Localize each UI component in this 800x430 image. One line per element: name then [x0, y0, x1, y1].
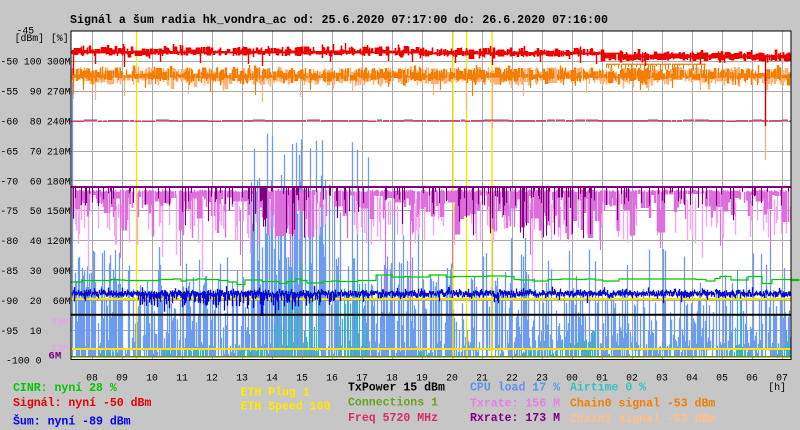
svg-text:50: 50: [30, 206, 42, 217]
svg-text:39M: 39M: [51, 317, 69, 328]
svg-text:80: 80: [30, 117, 42, 128]
svg-text:CPU load 17 %: CPU load 17 %: [470, 382, 560, 395]
svg-text:40: 40: [30, 236, 42, 247]
svg-text:-65: -65: [0, 146, 18, 157]
svg-text:00: 00: [566, 373, 578, 384]
svg-text:-60: -60: [0, 117, 18, 128]
svg-text:TxPower 15 dBm: TxPower 15 dBm: [348, 382, 445, 395]
svg-text:150M: 150M: [47, 206, 71, 217]
svg-text:14: 14: [266, 373, 278, 384]
svg-text:08: 08: [86, 373, 98, 384]
svg-text:30: 30: [30, 266, 42, 277]
svg-text:ETH Speed 100: ETH Speed 100: [241, 401, 331, 414]
svg-text:CINR: nyní 28 %: CINR: nyní 28 %: [13, 382, 117, 395]
svg-text:Signál a šum radia hk_vondra_a: Signál a šum radia hk_vondra_ac od: 25.6…: [70, 14, 608, 27]
svg-text:90: 90: [30, 87, 42, 98]
svg-text:10: 10: [30, 326, 42, 337]
svg-text:13: 13: [236, 373, 248, 384]
svg-text:210M: 210M: [47, 146, 71, 157]
svg-text:100: 100: [24, 57, 42, 68]
svg-text:-75: -75: [0, 206, 18, 217]
svg-text:-85: -85: [0, 266, 18, 277]
svg-text:-90: -90: [0, 296, 18, 307]
svg-text:04: 04: [686, 373, 698, 384]
svg-text:12: 12: [206, 373, 218, 384]
svg-text:-100 0: -100 0: [6, 355, 42, 366]
svg-text:60: 60: [30, 176, 42, 187]
svg-text:22: 22: [506, 373, 518, 384]
svg-text:ETH Plug 1: ETH Plug 1: [241, 387, 310, 400]
svg-text:[dBm]: [dBm]: [15, 33, 45, 44]
svg-text:01: 01: [596, 373, 608, 384]
svg-text:-95: -95: [0, 326, 18, 337]
svg-text:Connections 1: Connections 1: [348, 397, 438, 410]
svg-text:Freq 5720 MHz: Freq 5720 MHz: [348, 412, 438, 425]
svg-text:240M: 240M: [47, 117, 71, 128]
svg-text:23: 23: [536, 373, 548, 384]
svg-text:16: 16: [326, 373, 338, 384]
svg-text:07: 07: [776, 373, 788, 384]
svg-text:20: 20: [30, 296, 42, 307]
svg-text:Txrate: 156 M: Txrate: 156 M: [470, 398, 560, 411]
svg-text:Airtime 0 %: Airtime 0 %: [570, 382, 646, 395]
svg-text:120M: 120M: [47, 236, 71, 247]
svg-text:[h]: [h]: [768, 382, 786, 393]
svg-text:06: 06: [746, 373, 758, 384]
svg-text:05: 05: [716, 373, 728, 384]
svg-text:13M: 13M: [51, 343, 69, 354]
svg-text:-70: -70: [0, 176, 18, 187]
svg-text:20: 20: [446, 373, 458, 384]
svg-text:10: 10: [146, 373, 158, 384]
svg-text:[%]: [%]: [51, 33, 69, 44]
svg-text:-45: -45: [17, 26, 35, 37]
svg-text:Chain1 signal -53 dBm: Chain1 signal -53 dBm: [570, 413, 715, 426]
svg-text:18: 18: [386, 373, 398, 384]
svg-text:21: 21: [476, 373, 488, 384]
svg-text:Chain0 signal -53 dBm: Chain0 signal -53 dBm: [570, 398, 715, 411]
svg-text:03: 03: [656, 373, 668, 384]
svg-text:270M: 270M: [47, 87, 71, 98]
svg-text:6M: 6M: [48, 352, 61, 363]
svg-text:-80: -80: [0, 236, 18, 247]
svg-text:11: 11: [176, 373, 188, 384]
svg-text:Rxrate: 173 M: Rxrate: 173 M: [470, 412, 560, 425]
svg-text:180M: 180M: [47, 176, 71, 187]
svg-text:09: 09: [116, 373, 128, 384]
svg-text:19: 19: [416, 373, 428, 384]
svg-text:Signál: nyní -50 dBm: Signál: nyní -50 dBm: [13, 397, 151, 410]
svg-text:300M: 300M: [47, 57, 71, 68]
svg-text:Šum: nyní -89 dBm: Šum: nyní -89 dBm: [13, 415, 131, 429]
svg-text:90M: 90M: [53, 266, 71, 277]
svg-text:02: 02: [626, 373, 638, 384]
svg-text:-55: -55: [0, 87, 18, 98]
svg-text:-50: -50: [0, 57, 18, 68]
svg-text:70: 70: [30, 146, 42, 157]
svg-text:60M: 60M: [53, 296, 71, 307]
svg-text:17: 17: [356, 373, 368, 384]
svg-text:15: 15: [296, 373, 308, 384]
